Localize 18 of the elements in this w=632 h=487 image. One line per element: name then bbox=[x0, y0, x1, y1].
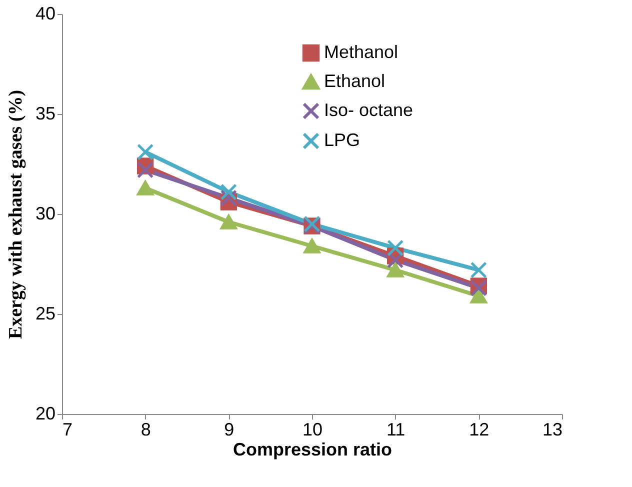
y-axis-title: Exergy with exhaust gases (%) bbox=[5, 90, 26, 340]
legend-label: LPG bbox=[324, 130, 360, 150]
legend-label: Ethanol bbox=[324, 71, 386, 91]
legend-label: Iso- octane bbox=[324, 100, 414, 120]
y-tick-label: 35 bbox=[35, 104, 56, 124]
y-tick-label: 25 bbox=[35, 304, 56, 324]
x-tick-label: 13 bbox=[542, 420, 562, 440]
y-tick-label: 40 bbox=[35, 4, 56, 24]
x-tick-label: 9 bbox=[224, 420, 234, 440]
x-tick-label: 8 bbox=[140, 420, 151, 440]
x-tick-label: 10 bbox=[302, 420, 323, 440]
y-tick-label: 20 bbox=[35, 404, 56, 424]
x-axis-title: Compression ratio bbox=[232, 440, 392, 460]
x-tick-label: 11 bbox=[386, 420, 406, 440]
x-tick-label: 7 bbox=[62, 420, 73, 440]
legend-label: Methanol bbox=[324, 42, 398, 62]
y-tick-label: 30 bbox=[35, 204, 56, 224]
x-tick-label: 12 bbox=[469, 420, 490, 440]
